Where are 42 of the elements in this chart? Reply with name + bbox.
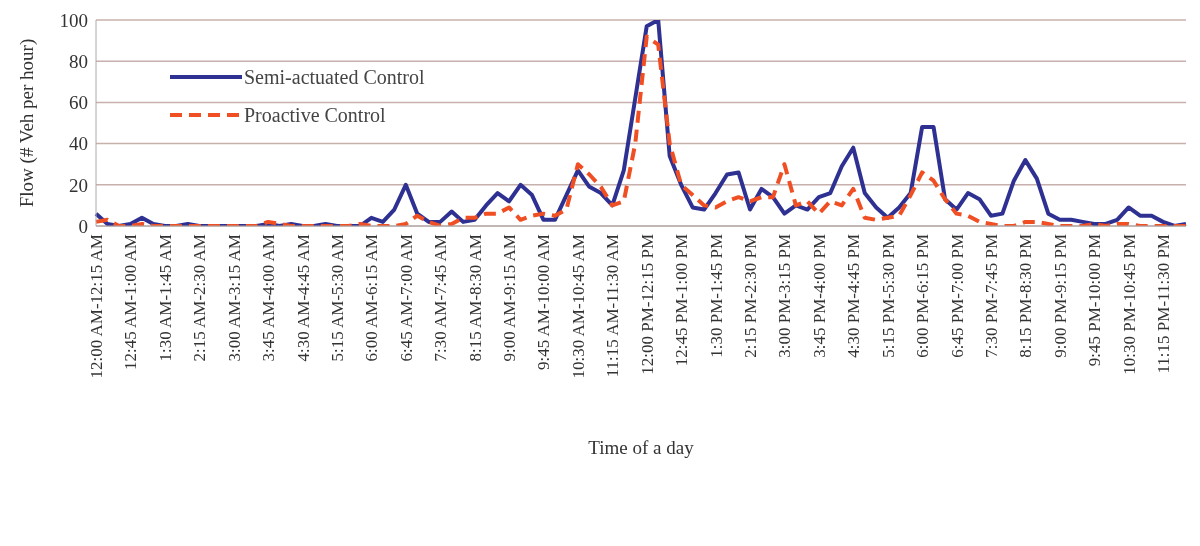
x-tick-label: 9:45 AM-10:00 AM (534, 234, 554, 371)
x-tick-label: 9:00 PM-9:15 PM (1050, 234, 1070, 358)
x-tick-label: 12:00 AM-12:15 AM (87, 234, 106, 379)
legend-label: Proactive Control (244, 103, 386, 127)
x-tick-label: 12:00 PM-12:15 PM (637, 234, 657, 375)
y-tick-label: 20 (69, 174, 88, 196)
x-tick-label: 1:30 PM-1:45 PM (706, 234, 726, 358)
x-tick-label: 3:00 AM-3:15 AM (224, 234, 244, 362)
x-tick-label: 12:45 AM-1:00 AM (121, 234, 141, 371)
x-tick-label: 5:15 PM-5:30 PM (878, 234, 898, 358)
y-axis-title: Flow (# Veh per hour) (15, 38, 38, 208)
x-tick-label: 4:30 PM-4:45 PM (844, 234, 864, 358)
x-tick-label: 7:30 PM-7:45 PM (981, 234, 1001, 358)
x-tick-label: 12:45 PM-1:00 PM (672, 234, 692, 367)
x-tick-label: 9:45 PM-10:00 PM (1085, 234, 1105, 367)
x-tick-label: 10:30 PM-10:45 PM (1119, 234, 1139, 375)
legend-label: Semi-actuated Control (244, 65, 425, 89)
x-tick-label: 6:45 PM-7:00 PM (947, 234, 967, 358)
x-tick-label: 3:00 PM-3:15 PM (775, 234, 795, 358)
x-tick-label: 2:15 AM-2:30 AM (190, 234, 210, 362)
x-tick-label: 1:30 AM-1:45 AM (155, 234, 175, 362)
x-tick-label: 7:30 AM-7:45 AM (431, 234, 451, 362)
x-tick-label: 3:45 AM-4:00 AM (259, 234, 279, 362)
x-tick-label: 8:15 AM-8:30 AM (465, 234, 485, 362)
y-tick-label: 60 (69, 92, 88, 114)
x-tick-label: 5:15 AM-5:30 AM (327, 234, 347, 362)
y-tick-label: 0 (78, 215, 88, 237)
x-tick-label: 6:45 AM-7:00 AM (396, 234, 416, 362)
y-tick-label: 40 (69, 133, 88, 155)
x-tick-label: 11:15 AM-11:30 AM (603, 234, 623, 378)
x-tick-label: 4:30 AM-4:45 AM (293, 234, 313, 362)
x-tick-label: 3:45 PM-4:00 PM (809, 234, 829, 358)
x-tick-label: 9:00 AM-9:15 AM (500, 234, 520, 362)
y-tick-label: 100 (59, 9, 88, 31)
x-axis-title: Time of a day (588, 437, 695, 458)
y-tick-label: 80 (69, 50, 88, 72)
x-tick-label: 6:00 AM-6:15 AM (362, 234, 382, 362)
x-tick-label: 11:15 PM-11:30 PM (1154, 234, 1174, 374)
x-tick-label: 6:00 PM-6:15 PM (913, 234, 933, 358)
x-tick-label: 8:15 PM-8:30 PM (1016, 234, 1036, 358)
x-tick-label: 10:30 AM-10:45 AM (568, 234, 588, 379)
x-tick-label: 2:15 PM-2:30 PM (741, 234, 760, 358)
